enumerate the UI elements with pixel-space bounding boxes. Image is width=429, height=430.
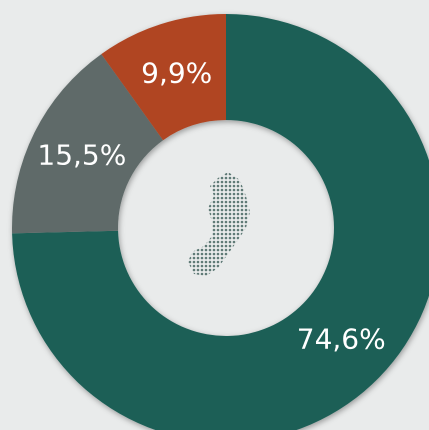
slice: [12, 54, 164, 234]
slice: [101, 14, 226, 141]
data-label: 15,5%: [37, 138, 126, 171]
map-icon: [188, 172, 250, 276]
data-label: 74,6%: [297, 322, 386, 355]
data-label: 9,9%: [141, 57, 212, 90]
donut: [12, 14, 429, 430]
slice: [12, 14, 429, 430]
